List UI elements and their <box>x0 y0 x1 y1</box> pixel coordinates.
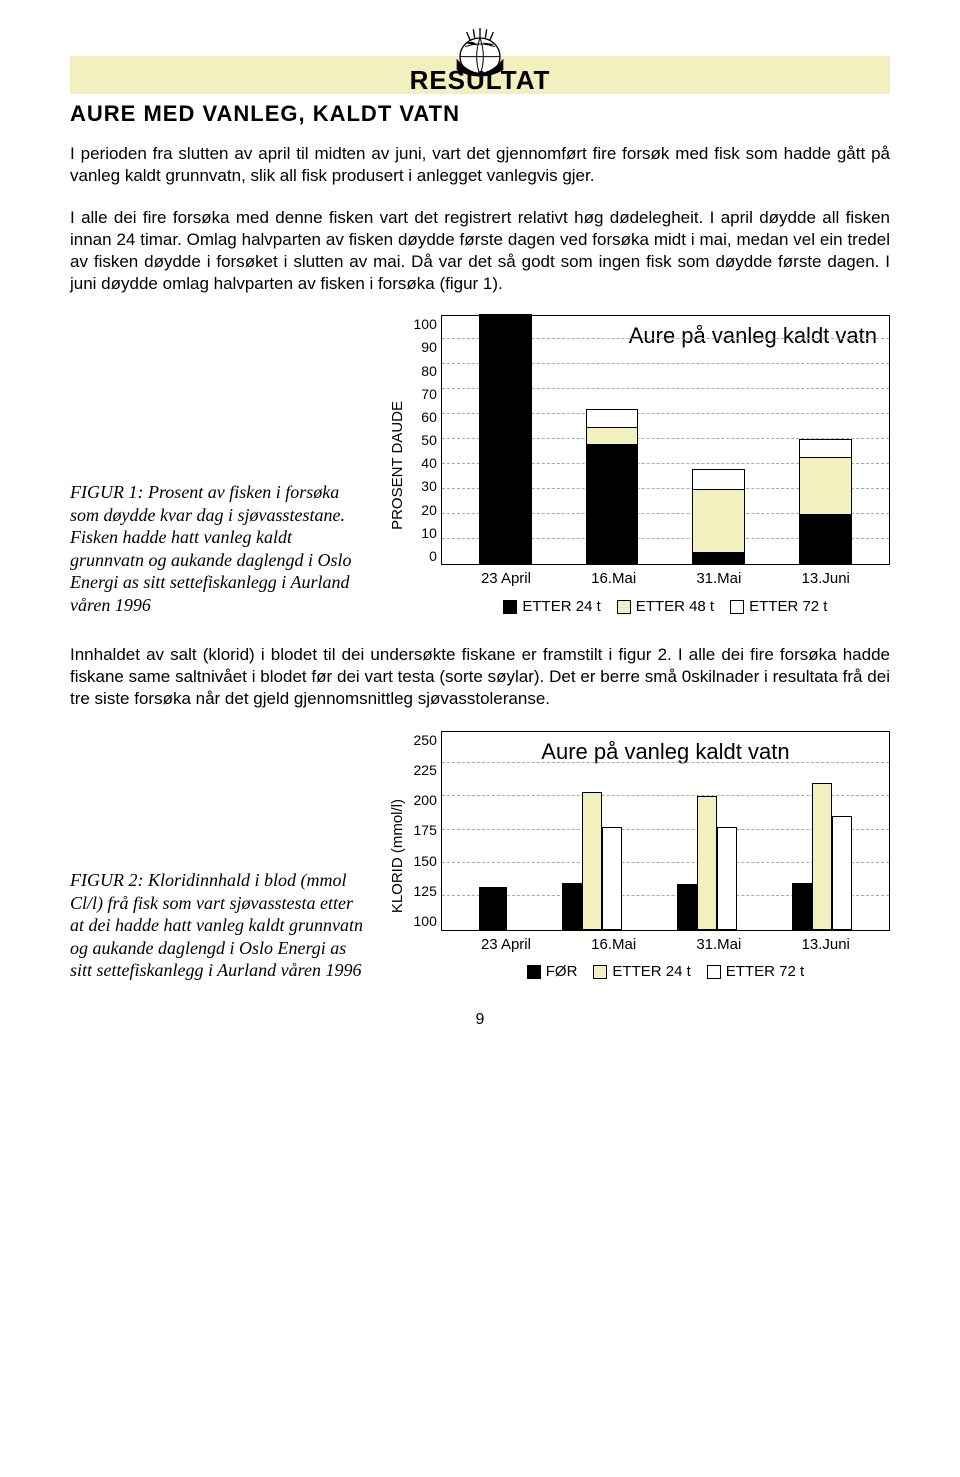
chart1-plot: Aure på vanleg kaldt vatn <box>441 315 890 565</box>
figure-2: FIGUR 2: Kloridinnhald i blod (mmol Cl/l… <box>70 731 890 982</box>
chart2-xlabels: 23 April16.Mai31.Mai13.Juni <box>441 931 890 955</box>
body-paragraph: Innhaldet av salt (klorid) i blodet til … <box>70 644 890 710</box>
figure-2-chart: KLORID (mmol/l) 250225200175150125100 Au… <box>388 731 890 982</box>
figure-1-caption: FIGUR 1: Prosent av fisken i forsøka som… <box>70 481 370 616</box>
page-number: 9 <box>70 1010 890 1031</box>
figure-2-caption: FIGUR 2: Kloridinnhald i blod (mmol Cl/l… <box>70 869 370 982</box>
chart1-xlabels: 23 April16.Mai31.Mai13.Juni <box>441 565 890 589</box>
figure-1: FIGUR 1: Prosent av fisken i forsøka som… <box>70 315 890 616</box>
chart2-plot: Aure på vanleg kaldt vatn <box>441 731 890 931</box>
chart1-legend: ETTER 24 tETTER 48 tETTER 72 t <box>441 597 890 617</box>
chart1-ylabel: PROSENT DAUDE <box>388 401 408 530</box>
body-paragraph: I perioden fra slutten av april til midt… <box>70 143 890 187</box>
chart2-yticks: 250225200175150125100 <box>414 731 437 931</box>
chart2-ylabel: KLORID (mmol/l) <box>388 799 408 913</box>
chart1-yticks: 1009080706050403020100 <box>414 315 437 565</box>
chart2-legend: FØRETTER 24 tETTER 72 t <box>441 962 890 982</box>
body-paragraph: I alle dei fire forsøka med denne fisken… <box>70 207 890 295</box>
figure-1-chart: PROSENT DAUDE 1009080706050403020100 Aur… <box>388 315 890 616</box>
section-heading: AURE MED VANLEG, KALDT VATN <box>70 100 890 129</box>
